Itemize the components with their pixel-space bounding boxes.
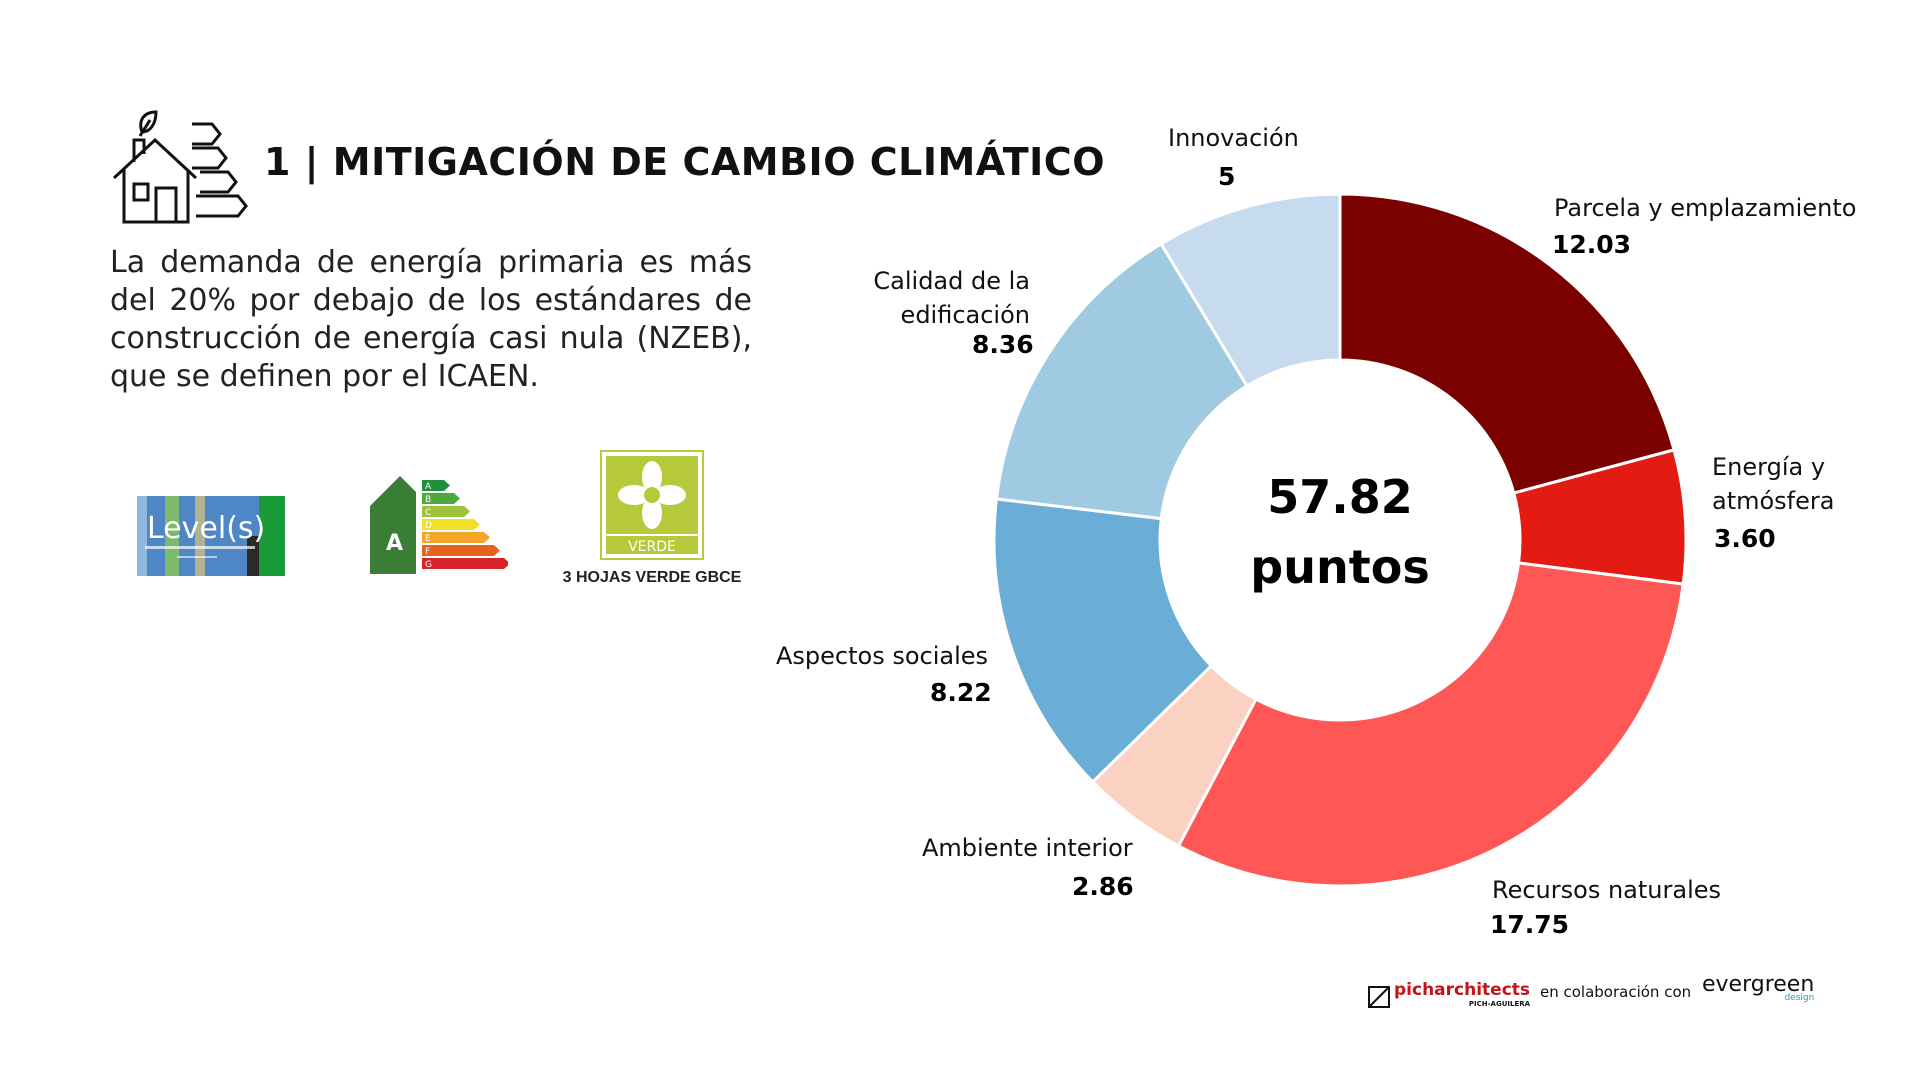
picharchitects-logo: picharchitects PICH-AGUILERA <box>1368 980 1530 1008</box>
pich-mark-icon <box>1368 986 1390 1008</box>
slice-value-innovacion: 5 <box>1218 162 1236 191</box>
slice-label-calidad: Calidad de la edificación <box>873 267 1030 329</box>
slice-value-sociales: 8.22 <box>930 678 992 707</box>
slice-value-energia: 3.60 <box>1714 524 1776 553</box>
slice-label-energia: Energía y atmósfera <box>1712 453 1835 515</box>
slice-value-parcela: 12.03 <box>1552 230 1632 259</box>
energy-bar-G <box>422 558 508 569</box>
pich-sub: PICH-AGUILERA <box>1468 1000 1531 1008</box>
donut-slice-6 <box>1159 192 1342 388</box>
slice-label-sociales: Aspectos sociales <box>776 642 989 670</box>
energy-bar-letter: E <box>425 534 431 544</box>
levels-logo: Level(s) <box>137 496 285 576</box>
slice-label-ambiente: Ambiente interior <box>922 834 1133 862</box>
slice-label-recursos: Recursos naturales <box>1492 876 1722 904</box>
energy-bar-C <box>422 506 470 517</box>
donut-slice-4 <box>992 497 1214 785</box>
donut-slice-5 <box>994 241 1249 521</box>
slice-value-calidad: 8.36 <box>972 330 1034 359</box>
collaboration-text: en colaboración con <box>1540 983 1692 1001</box>
page-title: 1 | MITIGACIÓN DE CAMBIO CLIMÁTICO <box>264 140 1105 184</box>
house-energy-leaf-icon <box>112 110 248 224</box>
energy-grade-letter: A <box>386 531 403 556</box>
energy-bar-letter: G <box>425 560 432 570</box>
description-text: La demanda de energía primaria es más de… <box>110 245 752 394</box>
energy-bar-letter: C <box>425 508 431 518</box>
energy-bar-letter: B <box>425 495 431 505</box>
verde-leaf-logo: VERDE <box>600 450 704 560</box>
center-value: 57.82 <box>1267 470 1413 524</box>
energy-bar-letter: A <box>425 482 432 492</box>
evergreen-brand: evergreen <box>1702 972 1815 997</box>
verde-caption: 3 HOJAS VERDE GBCE <box>562 569 742 586</box>
slice-label-parcela: Parcela y emplazamiento <box>1554 194 1857 222</box>
energy-bar-B <box>422 493 460 504</box>
slice-value-ambiente: 2.86 <box>1072 872 1134 901</box>
energy-bar-F <box>422 545 500 556</box>
pich-brand: picharchitects <box>1394 980 1531 1000</box>
donut-chart <box>992 192 1688 888</box>
energy-bar-letter: F <box>425 547 430 557</box>
donut-slice-0 <box>1338 192 1676 495</box>
energy-bar-A <box>422 480 450 491</box>
evergreen-logo: evergreen design <box>1702 972 1814 1003</box>
slice-label-innovacion: Innovación <box>1168 124 1299 152</box>
slice-value-recursos: 17.75 <box>1490 910 1570 939</box>
evergreen-sub: design <box>1784 993 1815 1003</box>
donut-slice-2 <box>1176 561 1685 888</box>
energy-bar-E <box>422 532 490 543</box>
verde-logo-text: VERDE <box>628 539 676 555</box>
levels-logo-text: Level(s) <box>147 511 265 546</box>
energy-bar-D <box>422 519 480 530</box>
energy-bar-letter: D <box>425 521 432 531</box>
center-label: puntos <box>1250 540 1430 594</box>
